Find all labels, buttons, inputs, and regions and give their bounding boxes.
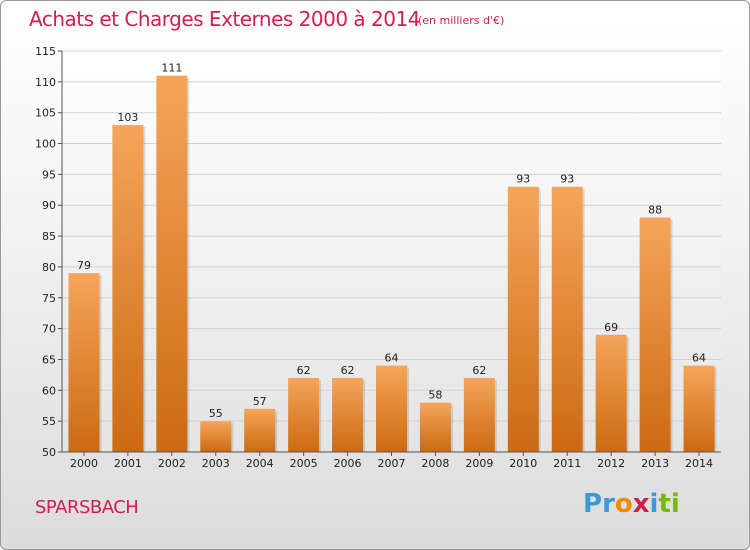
x-tick-label: 2006 [334, 457, 362, 470]
bar [463, 377, 495, 452]
data-label: 79 [77, 259, 91, 272]
y-tick-label: 75 [42, 292, 56, 305]
y-tick-label: 70 [42, 323, 56, 336]
y-tick-label: 55 [42, 415, 56, 428]
logo-letter: P [583, 489, 603, 519]
x-tick-label: 2000 [70, 457, 98, 470]
x-tick-label: 2001 [114, 457, 142, 470]
data-label: 62 [297, 364, 311, 377]
y-tick-label: 95 [42, 168, 56, 181]
x-tick-label: 2005 [290, 457, 318, 470]
x-tick-label: 2014 [685, 457, 713, 470]
data-label: 57 [253, 395, 267, 408]
bar [332, 377, 364, 452]
y-tick-label: 110 [35, 76, 56, 89]
place-name: SPARSBACH [35, 497, 139, 518]
data-label: 93 [560, 173, 574, 186]
x-tick-label: 2012 [597, 457, 625, 470]
data-label: 111 [161, 62, 182, 75]
bar [156, 75, 188, 452]
logo-letter: r [602, 489, 615, 519]
data-label: 93 [516, 173, 530, 186]
x-tick-label: 2002 [158, 457, 186, 470]
y-tick-label: 115 [35, 45, 56, 58]
bar [68, 273, 100, 452]
bar [112, 125, 144, 453]
data-label: 58 [428, 389, 442, 402]
y-tick-label: 85 [42, 230, 56, 243]
y-tick-label: 65 [42, 353, 56, 366]
y-tick-label: 105 [35, 107, 56, 120]
proxiti-logo: Proxiti [583, 489, 680, 519]
bar [419, 402, 451, 452]
y-tick-label: 60 [42, 384, 56, 397]
bar [244, 408, 276, 452]
data-label: 64 [385, 352, 399, 365]
data-label: 103 [117, 111, 138, 124]
y-tick-label: 100 [35, 138, 56, 151]
logo-letter: t [658, 489, 671, 519]
y-tick-label: 80 [42, 261, 56, 274]
data-label: 69 [604, 321, 618, 334]
x-tick-label: 2011 [553, 457, 581, 470]
x-tick-label: 2008 [421, 457, 449, 470]
y-tick-label: 90 [42, 199, 56, 212]
bar [288, 377, 320, 452]
x-tick-label: 2010 [509, 457, 537, 470]
logo-letter: o [614, 489, 633, 519]
data-label: 55 [209, 407, 223, 420]
x-tick-label: 2003 [202, 457, 230, 470]
bar [595, 334, 627, 452]
bar [376, 365, 407, 452]
bar [683, 365, 715, 452]
x-tick-label: 2004 [246, 457, 274, 470]
bar [639, 217, 671, 452]
bar [551, 186, 583, 452]
y-tick-label: 50 [42, 446, 56, 459]
x-tick-label: 2009 [465, 457, 493, 470]
logo-letter: i [670, 489, 680, 519]
data-label: 88 [648, 204, 662, 217]
x-tick-label: 2007 [378, 457, 406, 470]
data-label: 62 [472, 364, 486, 377]
data-label: 64 [692, 352, 706, 365]
chart-subtitle: (en milliers d'€) [418, 14, 505, 27]
logo-letter: x [632, 489, 650, 519]
logo-letter: i [649, 489, 659, 519]
bar [507, 186, 539, 452]
chart-title: Achats et Charges Externes 2000 à 2014 [29, 7, 420, 31]
data-label: 62 [341, 364, 355, 377]
bar [200, 421, 232, 452]
x-tick-label: 2013 [641, 457, 669, 470]
